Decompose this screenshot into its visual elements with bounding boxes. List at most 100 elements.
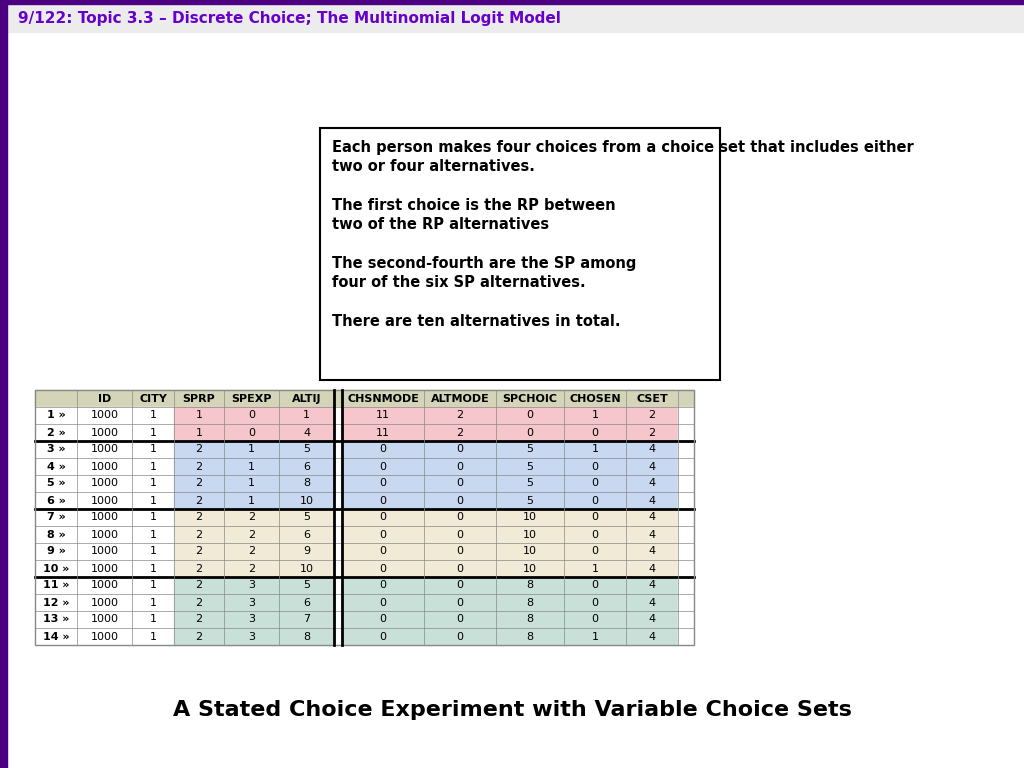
Text: 0: 0 — [380, 631, 386, 641]
Bar — [35, 611, 174, 628]
Text: CSET: CSET — [636, 393, 668, 403]
Text: 2: 2 — [648, 411, 655, 421]
Text: 3: 3 — [248, 598, 255, 607]
Bar — [174, 560, 334, 577]
Text: 2: 2 — [196, 512, 203, 522]
Bar — [35, 492, 174, 509]
Text: 5 »: 5 » — [47, 478, 66, 488]
Bar — [174, 441, 334, 458]
Text: 0: 0 — [592, 614, 598, 624]
Text: 2: 2 — [196, 581, 203, 591]
Text: 4: 4 — [648, 614, 655, 624]
Bar — [334, 543, 342, 560]
Text: 2: 2 — [196, 631, 203, 641]
Bar — [678, 458, 694, 475]
Text: 8 »: 8 » — [47, 529, 66, 539]
Text: SPCHOIC: SPCHOIC — [503, 393, 557, 403]
Bar — [342, 526, 678, 543]
Text: 9/122: Topic 3.3 – Discrete Choice; The Multinomial Logit Model: 9/122: Topic 3.3 – Discrete Choice; The … — [18, 12, 561, 27]
Text: 1: 1 — [150, 581, 157, 591]
Bar — [342, 475, 678, 492]
Text: 2: 2 — [457, 411, 464, 421]
Bar — [334, 458, 342, 475]
Text: 0: 0 — [457, 631, 464, 641]
Text: 1: 1 — [248, 478, 255, 488]
Text: 5: 5 — [303, 445, 310, 455]
Bar — [174, 458, 334, 475]
Text: 13 »: 13 » — [43, 614, 70, 624]
Bar — [35, 407, 174, 424]
Text: 5: 5 — [303, 512, 310, 522]
Text: 5: 5 — [526, 462, 534, 472]
Bar — [35, 441, 174, 458]
Text: 8: 8 — [526, 598, 534, 607]
Text: 1000: 1000 — [90, 598, 119, 607]
Text: 0: 0 — [592, 512, 598, 522]
Bar — [342, 458, 678, 475]
Text: 0: 0 — [592, 478, 598, 488]
Bar — [35, 475, 174, 492]
Text: 0: 0 — [457, 478, 464, 488]
Bar — [334, 526, 342, 543]
Text: 4: 4 — [648, 529, 655, 539]
Bar — [334, 560, 342, 577]
Text: 1 »: 1 » — [47, 411, 66, 421]
Text: 0: 0 — [457, 445, 464, 455]
Text: 1: 1 — [248, 495, 255, 505]
Text: 5: 5 — [526, 495, 534, 505]
Text: 5: 5 — [303, 581, 310, 591]
Text: 1000: 1000 — [90, 411, 119, 421]
Text: Each person makes four choices from a choice set that includes either
two or fou: Each person makes four choices from a ch… — [332, 140, 913, 174]
Bar — [342, 577, 678, 594]
Text: 2: 2 — [196, 445, 203, 455]
Text: 0: 0 — [457, 564, 464, 574]
Text: 1000: 1000 — [90, 512, 119, 522]
Text: 2: 2 — [196, 462, 203, 472]
Bar — [35, 560, 174, 577]
Text: 0: 0 — [380, 462, 386, 472]
Text: 1: 1 — [248, 462, 255, 472]
Bar — [174, 577, 334, 594]
Text: 2: 2 — [196, 478, 203, 488]
Bar — [0, 0, 7, 768]
Bar — [342, 628, 678, 645]
Text: 2: 2 — [248, 564, 255, 574]
Bar — [334, 475, 342, 492]
Text: 1: 1 — [150, 547, 157, 557]
Bar — [174, 475, 334, 492]
Bar — [174, 407, 334, 424]
Text: 2: 2 — [196, 529, 203, 539]
Text: 4: 4 — [648, 581, 655, 591]
Text: 1: 1 — [150, 411, 157, 421]
Text: 2: 2 — [248, 547, 255, 557]
Text: 2: 2 — [196, 564, 203, 574]
Text: 2: 2 — [457, 428, 464, 438]
Text: 0: 0 — [380, 495, 386, 505]
Text: 0: 0 — [457, 462, 464, 472]
Text: 4: 4 — [648, 547, 655, 557]
Text: 8: 8 — [303, 631, 310, 641]
Bar — [678, 492, 694, 509]
Text: CHOSEN: CHOSEN — [569, 393, 621, 403]
Bar — [35, 628, 174, 645]
Text: 1: 1 — [150, 462, 157, 472]
Text: 14 »: 14 » — [43, 631, 70, 641]
Text: 6 »: 6 » — [46, 495, 66, 505]
Bar — [334, 628, 342, 645]
Text: 1000: 1000 — [90, 445, 119, 455]
Bar — [342, 424, 678, 441]
Text: SPRP: SPRP — [182, 393, 215, 403]
Bar — [342, 560, 678, 577]
Text: 5: 5 — [526, 478, 534, 488]
Text: 1: 1 — [150, 512, 157, 522]
Text: 0: 0 — [380, 478, 386, 488]
Bar — [342, 492, 678, 509]
Bar — [35, 390, 694, 407]
Text: SPEXP: SPEXP — [231, 393, 271, 403]
Bar — [174, 424, 334, 441]
Text: 1: 1 — [150, 564, 157, 574]
Text: 1000: 1000 — [90, 614, 119, 624]
Text: A Stated Choice Experiment with Variable Choice Sets: A Stated Choice Experiment with Variable… — [173, 700, 851, 720]
Text: 4: 4 — [648, 478, 655, 488]
Text: 10: 10 — [523, 512, 537, 522]
